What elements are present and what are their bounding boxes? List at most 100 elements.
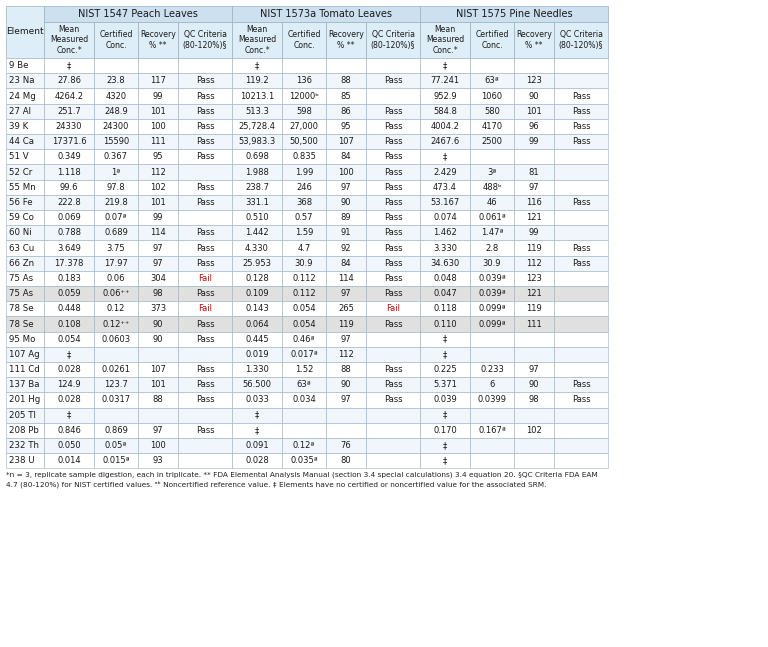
Bar — [326, 58, 366, 73]
Bar — [138, 164, 178, 180]
Text: Pass: Pass — [196, 137, 214, 146]
Text: 0.112: 0.112 — [292, 274, 316, 283]
Bar — [282, 195, 326, 210]
Bar — [470, 225, 514, 241]
Text: 3.330: 3.330 — [433, 243, 457, 252]
Text: 4.7 (80-120%) for NIST certified values. ᵃᵇ Noncertified reference value. ‡ Elem: 4.7 (80-120%) for NIST certified values.… — [6, 481, 547, 488]
Text: 0.143: 0.143 — [245, 304, 269, 313]
Bar — [326, 316, 366, 332]
Text: 12000ᵇ: 12000ᵇ — [289, 91, 319, 100]
Text: 119.2: 119.2 — [245, 76, 269, 85]
Text: QC Criteria
(80-120%)§: QC Criteria (80-120%)§ — [183, 30, 227, 50]
Text: 100: 100 — [150, 122, 166, 131]
Text: 97: 97 — [153, 426, 164, 435]
Text: 219.8: 219.8 — [104, 198, 128, 207]
Text: 63ª: 63ª — [296, 380, 311, 389]
Text: 24330: 24330 — [56, 122, 82, 131]
Bar — [282, 149, 326, 164]
Text: 88: 88 — [341, 365, 352, 374]
Text: 101: 101 — [150, 107, 166, 116]
Bar — [178, 377, 232, 392]
Bar — [94, 377, 138, 392]
Bar — [6, 453, 44, 468]
Text: Mean
Measured
Conc.*: Mean Measured Conc.* — [238, 25, 276, 55]
Bar — [554, 377, 608, 392]
Bar — [326, 210, 366, 225]
Bar — [470, 362, 514, 377]
Bar — [420, 119, 470, 134]
Bar — [366, 210, 420, 225]
Bar — [470, 104, 514, 119]
Bar — [94, 180, 138, 195]
Bar — [232, 332, 282, 347]
Bar — [420, 225, 470, 241]
Text: Pass: Pass — [384, 243, 402, 252]
Text: 0.698: 0.698 — [245, 152, 269, 161]
Bar — [554, 271, 608, 286]
Bar — [178, 271, 232, 286]
Text: 222.8: 222.8 — [57, 198, 81, 207]
Text: 0.047: 0.047 — [433, 289, 457, 298]
Bar — [178, 89, 232, 104]
Bar — [44, 164, 94, 180]
Bar — [282, 392, 326, 408]
Bar — [366, 271, 420, 286]
Bar — [470, 58, 514, 73]
Bar — [138, 316, 178, 332]
Bar — [514, 271, 554, 286]
Text: 10213.1: 10213.1 — [240, 91, 274, 100]
Text: 84: 84 — [341, 259, 351, 268]
Bar — [514, 134, 554, 149]
Bar — [6, 271, 44, 286]
Text: 1.47ª: 1.47ª — [481, 228, 503, 237]
Bar — [6, 286, 44, 302]
Text: Pass: Pass — [384, 320, 402, 329]
Text: 0.069: 0.069 — [57, 213, 81, 222]
Bar — [554, 195, 608, 210]
Bar — [6, 332, 44, 347]
Bar — [470, 180, 514, 195]
Text: 584.8: 584.8 — [433, 107, 457, 116]
Bar — [138, 362, 178, 377]
Bar — [44, 362, 94, 377]
Bar — [178, 134, 232, 149]
Text: 5.371: 5.371 — [433, 380, 457, 389]
Bar — [470, 408, 514, 422]
Bar — [232, 316, 282, 332]
Text: 77.241: 77.241 — [430, 76, 459, 85]
Bar — [178, 210, 232, 225]
Bar — [138, 225, 178, 241]
Bar — [138, 149, 178, 164]
Text: 1.988: 1.988 — [245, 168, 269, 177]
Text: 102: 102 — [150, 182, 166, 192]
Text: ‡: ‡ — [443, 61, 447, 70]
Text: Pass: Pass — [196, 152, 214, 161]
Text: 0.349: 0.349 — [57, 152, 81, 161]
Bar — [282, 241, 326, 256]
Text: 27 Al: 27 Al — [9, 107, 31, 116]
Text: Pass: Pass — [196, 289, 214, 298]
Bar — [326, 104, 366, 119]
Text: Pass: Pass — [571, 198, 591, 207]
Bar — [470, 256, 514, 271]
Bar — [44, 316, 94, 332]
Bar — [44, 332, 94, 347]
Text: 39 K: 39 K — [9, 122, 28, 131]
Text: 205 Tl: 205 Tl — [9, 411, 36, 420]
Text: Pass: Pass — [196, 380, 214, 389]
Text: 112: 112 — [526, 259, 542, 268]
Bar — [326, 225, 366, 241]
Text: 0.128: 0.128 — [245, 274, 269, 283]
Text: 0.0317: 0.0317 — [101, 395, 131, 404]
Bar — [232, 104, 282, 119]
Text: 27.86: 27.86 — [57, 76, 81, 85]
Bar — [44, 22, 94, 58]
Bar — [554, 256, 608, 271]
Bar — [554, 332, 608, 347]
Text: 89: 89 — [341, 213, 351, 222]
Text: ‡: ‡ — [255, 411, 259, 420]
Text: 0.846: 0.846 — [57, 426, 81, 435]
Text: 0.074: 0.074 — [433, 213, 457, 222]
Text: 0.064: 0.064 — [245, 320, 269, 329]
Bar — [514, 225, 554, 241]
